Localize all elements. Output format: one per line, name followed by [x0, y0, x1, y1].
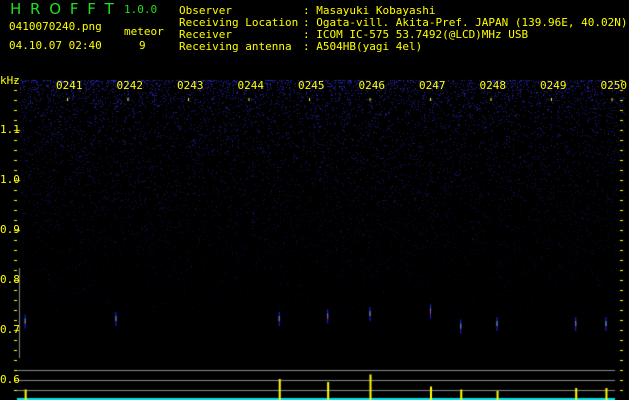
info-value: : A504HB(yagi 4el) [303, 40, 423, 53]
x-tick-label: 0241 [56, 79, 83, 92]
y-tick-label: 1.1 [0, 123, 20, 136]
meteor-label: meteor [124, 25, 164, 38]
y-tick-label: 0.9 [0, 223, 20, 236]
spectrogram [0, 72, 629, 400]
datetime: 04.10.07 02:40 [9, 39, 102, 52]
y-unit: kHz [0, 74, 20, 87]
info-label: Observer [179, 4, 232, 17]
app-title: H R O F F T [10, 0, 116, 18]
x-tick-label: 0242 [116, 79, 144, 92]
app-version: 1.0.0 [124, 3, 158, 16]
meteor-count: 9 [139, 39, 146, 52]
info-label: Receiver [179, 28, 232, 41]
x-tick-label: 0243 [177, 79, 204, 92]
x-tick-label: 0245 [298, 79, 325, 92]
info-label: Receiving antenna [179, 40, 292, 53]
info-value: : ICOM IC-575 53.7492(@LCD)MHz USB [303, 28, 529, 41]
info-value: : Ogata-vill. Akita-Pref. JAPAN (139.96E… [303, 16, 628, 29]
x-tick-label: 0248 [479, 79, 507, 92]
x-tick-label: 0250 [600, 79, 628, 92]
x-tick-label: 0244 [237, 79, 265, 92]
y-tick-label: 0.8 [0, 273, 20, 286]
y-tick-label: 1.0 [0, 173, 20, 186]
info-value: : Masayuki Kobayashi [303, 4, 436, 17]
x-tick-label: 0247 [419, 79, 446, 92]
info-label: Receiving Location [179, 16, 299, 29]
x-tick-label: 0249 [540, 79, 567, 92]
x-tick-label: 0246 [358, 79, 386, 92]
y-tick-label: 0.6 [0, 373, 20, 386]
y-tick-label: 0.7 [0, 323, 20, 336]
filename: 0410070240.png [9, 20, 102, 33]
